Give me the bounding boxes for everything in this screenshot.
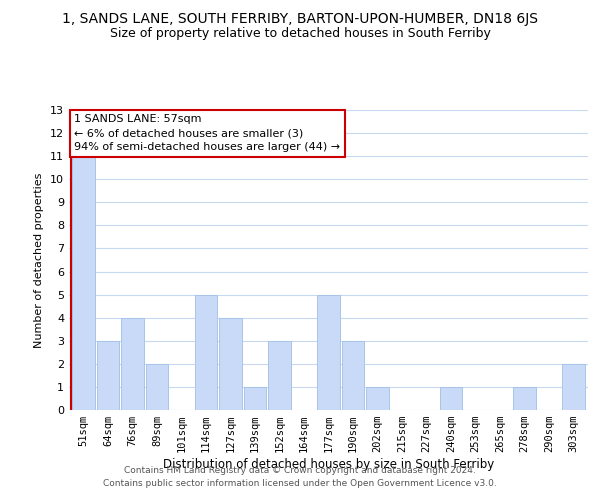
Bar: [121, 318, 144, 410]
Bar: [244, 387, 266, 410]
Bar: [440, 387, 462, 410]
Bar: [195, 294, 217, 410]
Text: 1, SANDS LANE, SOUTH FERRIBY, BARTON-UPON-HUMBER, DN18 6JS: 1, SANDS LANE, SOUTH FERRIBY, BARTON-UPO…: [62, 12, 538, 26]
X-axis label: Distribution of detached houses by size in South Ferriby: Distribution of detached houses by size …: [163, 458, 494, 471]
Bar: [146, 364, 169, 410]
Bar: [220, 318, 242, 410]
Bar: [268, 341, 291, 410]
Bar: [97, 341, 119, 410]
Bar: [562, 364, 584, 410]
Bar: [513, 387, 536, 410]
Text: 1 SANDS LANE: 57sqm
← 6% of detached houses are smaller (3)
94% of semi-detached: 1 SANDS LANE: 57sqm ← 6% of detached hou…: [74, 114, 340, 152]
Bar: [317, 294, 340, 410]
Y-axis label: Number of detached properties: Number of detached properties: [34, 172, 44, 348]
Text: Size of property relative to detached houses in South Ferriby: Size of property relative to detached ho…: [110, 28, 490, 40]
Text: Contains HM Land Registry data © Crown copyright and database right 2024.
Contai: Contains HM Land Registry data © Crown c…: [103, 466, 497, 487]
Bar: [73, 156, 95, 410]
Bar: [366, 387, 389, 410]
Bar: [342, 341, 364, 410]
